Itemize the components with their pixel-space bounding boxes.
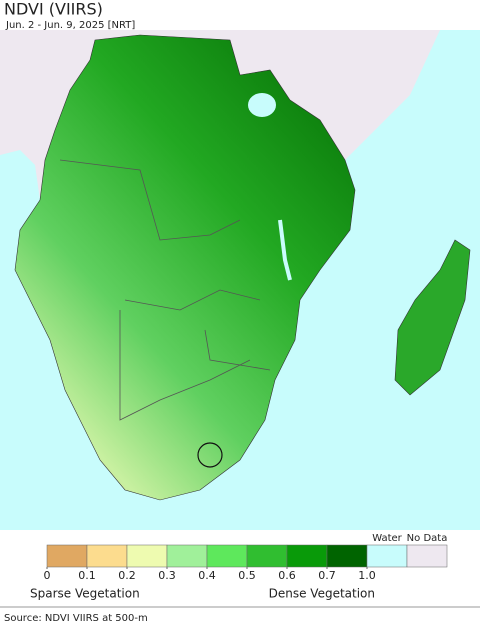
- border: [197, 442, 223, 468]
- subtitle: Jun. 2 - Jun. 9, 2025 [NRT]: [5, 20, 135, 31]
- legend-swatch: [286, 544, 328, 568]
- no-data-swatch: [406, 544, 448, 568]
- legend-swatch: [46, 544, 88, 568]
- mainland: [14, 34, 356, 501]
- legend-swatch: [166, 544, 208, 568]
- water-label: Water: [372, 533, 402, 544]
- madagascar: [394, 239, 471, 396]
- legend-tick-label: 0.6: [278, 569, 296, 582]
- lake: [248, 93, 276, 117]
- legend-swatch: [86, 544, 128, 568]
- map: [0, 30, 480, 530]
- dense-label: Dense Vegetation: [269, 587, 375, 601]
- legend-tick-label: 0: [44, 569, 51, 582]
- legend-tick-label: 0.7: [318, 569, 336, 582]
- legend-tick-label: 0.1: [78, 569, 96, 582]
- legend-swatch: [326, 544, 368, 568]
- ocean: [0, 30, 480, 530]
- legend-tick-label: 1.0: [358, 569, 376, 582]
- legend-tick-label: 0.3: [158, 569, 176, 582]
- legend: Water No Data 0 0.1 0.2 0.3 0.4 0.5 0.6 0.7 1.0 Spa…: [30, 533, 447, 601]
- legend-swatch: [206, 544, 248, 568]
- legend-tick-label: 0.4: [198, 569, 216, 582]
- title: NDVI (VIIRS): [4, 0, 103, 19]
- no-data-label: No Data: [407, 533, 448, 544]
- border: [59, 159, 271, 421]
- legend-tick-label: 0.5: [238, 569, 256, 582]
- source: Source: NDVI VIIRS at 500-m: [4, 613, 148, 624]
- water-swatch: [366, 544, 408, 568]
- legend-tick-label: 0.2: [118, 569, 136, 582]
- legend-swatch: [246, 544, 288, 568]
- lake: [278, 219, 292, 281]
- sparse-label: Sparse Vegetation: [30, 587, 140, 601]
- legend-swatch: [126, 544, 168, 568]
